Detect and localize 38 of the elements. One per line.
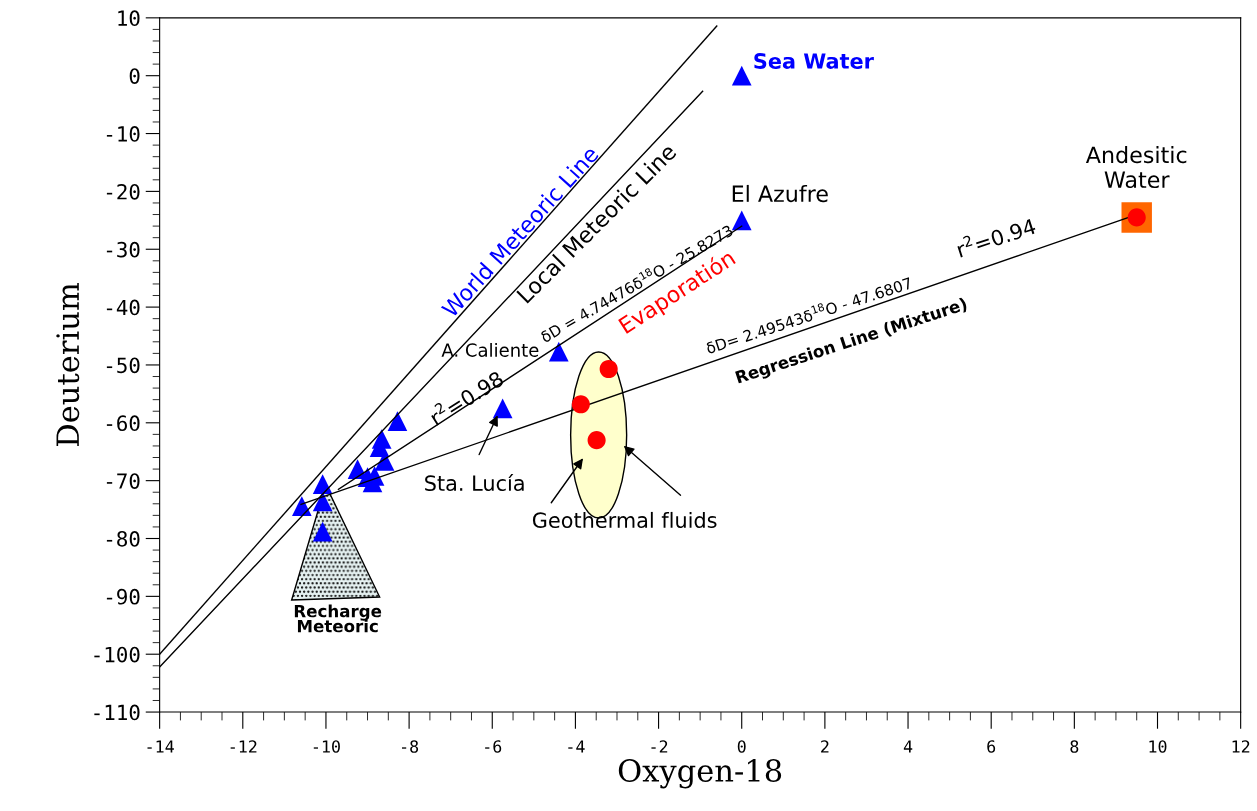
y-tick-label: -20 xyxy=(106,183,140,200)
x-tick-label: 10 xyxy=(1149,740,1167,753)
y-tick-label: -70 xyxy=(106,473,140,489)
x-axis-title: Oxygen-18 xyxy=(618,758,782,789)
annotation: r$^{2}$=0.94 xyxy=(955,214,1037,258)
y-tick-label: -100 xyxy=(94,646,140,663)
annotation: Geothermal fluids xyxy=(532,511,717,529)
x-tick-label: 8 xyxy=(1070,740,1079,753)
x-tick-label: -8 xyxy=(401,740,419,753)
y-tick-label: -90 xyxy=(106,588,140,605)
y-tick-label: -30 xyxy=(106,241,140,258)
y-tick-label: -10 xyxy=(106,126,140,142)
x-tick-label: 6 xyxy=(987,740,996,753)
y-tick-label: -80 xyxy=(106,531,140,547)
x-tick-label: 2 xyxy=(821,740,829,753)
x-tick-label: -2 xyxy=(651,740,668,753)
x-tick-label: -14 xyxy=(147,740,174,753)
x-tick-label: -10 xyxy=(313,740,340,753)
annotation: El Azufre xyxy=(732,184,828,203)
annotation: Sea Water xyxy=(754,53,874,69)
y-tick-label: -60 xyxy=(106,415,140,432)
x-tick-label: 4 xyxy=(903,740,913,753)
annotation: Andesitic Water xyxy=(1085,146,1187,189)
y-axis-title: Deuterium xyxy=(56,282,80,447)
y-tick-label: -50 xyxy=(106,357,140,374)
x-tick-label: -4 xyxy=(568,740,585,753)
x-tick-label: -6 xyxy=(485,740,502,753)
x-tick-label: 0 xyxy=(737,740,746,753)
x-tick-label: -12 xyxy=(230,740,257,753)
annotation: A. Caliente xyxy=(441,342,539,357)
y-tick-label: 10 xyxy=(118,10,140,27)
annotation: r$^{2}$=0.98 xyxy=(427,367,505,426)
y-tick-label: -40 xyxy=(106,299,140,316)
annotation: Sta. Lucía xyxy=(425,474,524,492)
x-tick-label: 12 xyxy=(1232,740,1250,753)
y-tick-label: 0 xyxy=(129,68,140,84)
annotation: Recharge Meteoric xyxy=(294,604,382,633)
y-tick-label: -110 xyxy=(94,704,140,721)
